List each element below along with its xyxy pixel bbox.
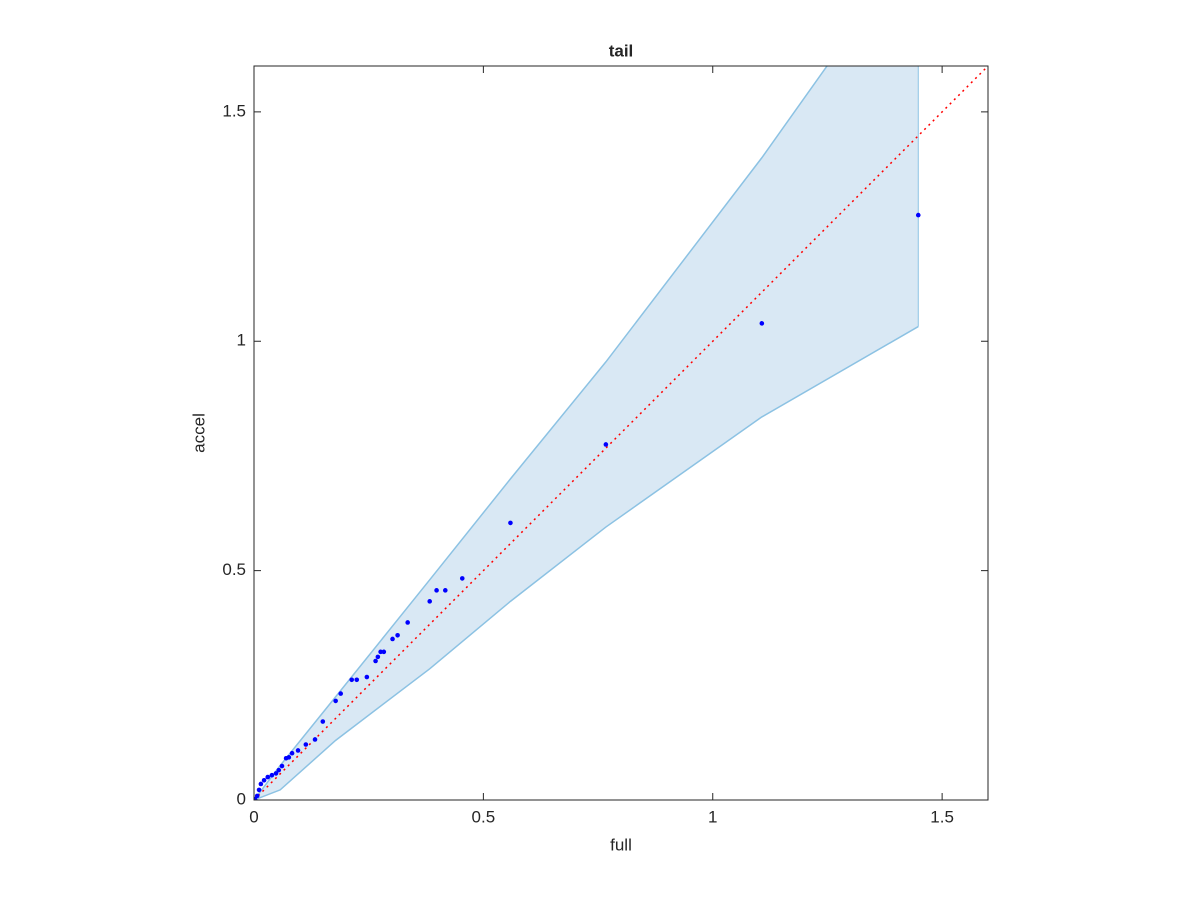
x-tick-label: 0: [249, 807, 258, 826]
point: [378, 649, 383, 655]
point: [283, 755, 289, 761]
point: [258, 781, 264, 787]
band-upper-edge: [254, 66, 828, 800]
x-tick-label: 1.5: [930, 807, 954, 826]
reference-line: [254, 66, 988, 800]
point: [254, 793, 260, 799]
point: [364, 674, 370, 680]
point: [759, 321, 765, 326]
point: [390, 636, 395, 642]
point: [289, 750, 295, 756]
point: [915, 212, 921, 218]
point: [373, 658, 378, 664]
point: [269, 772, 275, 778]
chart-title: tail: [609, 41, 634, 60]
plot-area: [254, 66, 988, 800]
point: [279, 763, 285, 769]
point: [312, 737, 318, 742]
point: [338, 691, 344, 696]
point: [427, 599, 433, 604]
axes-box: [253, 65, 989, 801]
point: [395, 633, 400, 638]
point: [303, 742, 309, 747]
y-axis-label: accel: [189, 413, 208, 453]
point: [375, 654, 381, 660]
point: [273, 771, 279, 776]
x-axis-label: full: [610, 835, 632, 854]
point: [459, 576, 465, 581]
point: [349, 677, 355, 683]
point: [254, 796, 258, 800]
y-tick-label: 0: [237, 789, 246, 808]
band-lower-edge: [254, 325, 919, 800]
y-tick-label: 0.5: [222, 560, 246, 579]
point: [405, 620, 410, 625]
point: [442, 588, 448, 593]
y-tick-label: 1.5: [222, 101, 246, 120]
point: [354, 677, 360, 683]
x-tick-label: 1: [708, 807, 717, 826]
confidence-band: [254, 66, 919, 800]
point: [603, 442, 609, 447]
point: [265, 774, 271, 780]
point: [276, 767, 282, 773]
point: [508, 520, 513, 526]
point: [333, 698, 338, 704]
point: [320, 719, 326, 724]
point: [261, 777, 267, 783]
point: [381, 649, 387, 655]
point: [256, 787, 262, 793]
point: [434, 588, 439, 593]
y-tick-label: 1: [237, 331, 246, 350]
x-tick-label: 0.5: [472, 807, 496, 826]
point: [295, 748, 301, 753]
